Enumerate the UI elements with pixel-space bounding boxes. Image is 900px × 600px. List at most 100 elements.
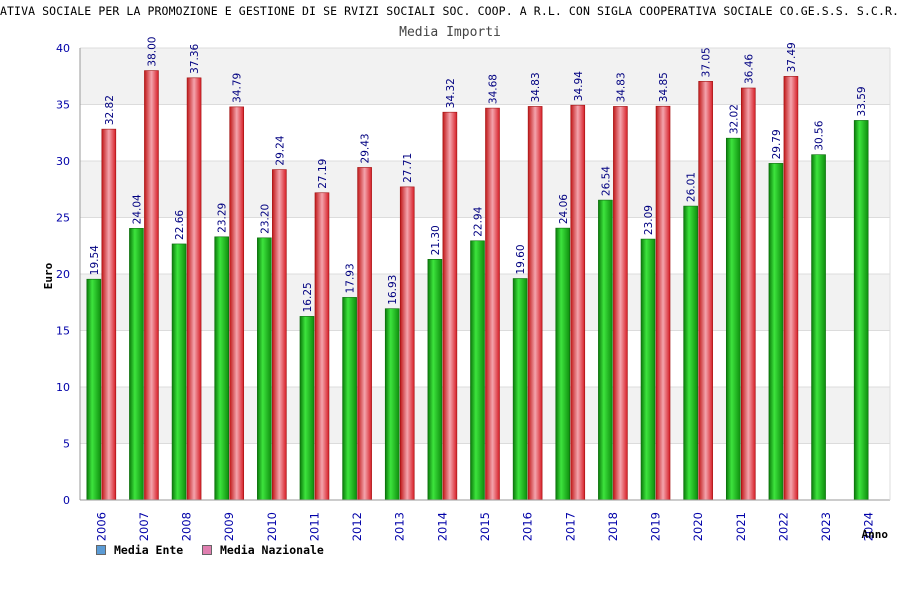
bar-media-nazionale-2017 [570,104,586,501]
data-label-media-nazionale-2022: 37.49 [786,42,798,72]
legend-swatch-media-nazionale [202,545,212,555]
bar-media-ente-2016 [512,278,528,501]
data-label-media-nazionale-2017: 34.94 [573,71,585,101]
bar-media-ente-2018 [598,199,613,501]
bar-media-nazionale-2016 [527,106,543,501]
x-tick-label: 2022 [776,512,790,541]
data-label-media-ente-2015: 22.94 [473,206,485,236]
data-label-media-nazionale-2009: 34.79 [232,73,244,103]
x-tick-label: 2016 [521,512,535,541]
data-label-media-ente-2020: 26.01 [686,172,698,202]
y-tick-label: 30 [56,155,70,168]
data-label-media-nazionale-2007: 38.00 [146,37,158,67]
bar-media-ente-2008 [171,243,187,501]
x-tick-label: 2008 [180,512,194,541]
bar-media-nazionale-2014 [442,111,458,501]
y-tick-label: 25 [56,212,70,225]
bar-media-ente-2007 [129,228,144,501]
bar-media-ente-2022 [768,163,784,501]
bar-media-nazionale-2019 [655,105,671,501]
data-label-media-ente-2013: 16.93 [387,275,399,305]
data-labels-layer: 19.54 32.82 24.04 38.00 22.66 37.36 23.29 34.79… [89,37,868,313]
data-label-media-nazionale-2015: 34.68 [488,74,500,104]
chart-title: ATIVA SOCIALE PER LA PROMOZIONE E GESTIO… [0,4,900,18]
data-label-media-ente-2006: 19.54 [89,245,101,275]
data-label-media-nazionale-2006: 32.82 [104,95,116,125]
bars-layer [86,70,869,501]
bar-media-ente-2020 [683,205,698,501]
data-label-media-nazionale-2018: 34.83 [615,72,627,102]
data-label-media-ente-2017: 24.06 [558,194,570,224]
x-tick-label: 2024 [862,512,876,541]
x-tick-label: 2014 [435,512,449,541]
data-label-media-nazionale-2014: 34.32 [445,78,457,108]
y-axis-title: Euro [42,262,55,289]
bar-media-nazionale-2007 [144,70,159,501]
data-label-media-nazionale-2013: 27.71 [402,153,414,183]
bar-media-ente-2015 [470,240,485,501]
data-label-media-ente-2021: 32.02 [728,104,740,134]
grid-band [80,387,890,444]
data-label-media-nazionale-2016: 34.83 [530,72,542,102]
x-tick-label: 2015 [478,512,492,541]
bar-media-ente-2006 [86,278,102,501]
data-label-media-nazionale-2012: 29.43 [360,133,372,163]
data-label-media-ente-2014: 21.30 [430,225,442,255]
legend-item-media-nazionale: Media Nazionale [202,543,324,557]
bar-media-ente-2009 [214,236,230,501]
bar-media-nazionale-2015 [485,107,500,501]
bar-media-ente-2010 [257,237,272,501]
bar-media-nazionale-2009 [229,106,245,501]
data-label-media-ente-2010: 23.20 [259,204,271,234]
x-tick-label: 2007 [137,512,151,541]
data-label-media-ente-2009: 23.29 [217,203,229,233]
x-tick-label: 2011 [307,512,321,541]
bar-media-ente-2013 [384,308,400,501]
bar-media-ente-2024 [853,120,869,501]
data-label-media-ente-2024: 33.59 [856,86,868,116]
data-label-media-ente-2022: 29.79 [771,129,783,159]
bar-media-nazionale-2020 [698,81,713,501]
data-label-media-nazionale-2019: 34.85 [658,72,670,102]
x-tick-label: 2017 [563,512,577,541]
data-label-media-nazionale-2010: 29.24 [274,135,286,165]
bar-media-nazionale-2006 [101,128,117,501]
x-tick-label: 2013 [393,512,407,541]
x-tick-label: 2021 [734,512,748,541]
legend-label-media-ente: Media Ente [114,543,184,557]
bar-media-ente-2017 [555,227,571,501]
grid-band [80,274,890,331]
data-label-media-ente-2023: 30.56 [814,120,826,150]
bar-media-ente-2014 [427,259,443,501]
chart-subtitle: Media Importi [399,25,501,40]
grid-band [80,161,890,218]
bar-media-ente-2012 [342,297,357,501]
x-tick-label: 2020 [691,512,705,541]
bar-media-nazionale-2021 [740,87,756,501]
legend-label-media-nazionale: Media Nazionale [220,543,324,557]
data-label-media-ente-2007: 24.04 [131,194,143,224]
bar-media-nazionale-2022 [783,76,799,501]
bar-media-nazionale-2013 [399,186,415,501]
data-label-media-ente-2008: 22.66 [174,210,186,240]
data-label-media-nazionale-2011: 27.19 [317,159,329,189]
data-label-media-nazionale-2021: 36.46 [743,54,755,84]
y-tick-label: 20 [56,268,70,281]
y-tick-label: 15 [56,325,70,338]
bar-media-ente-2019 [640,238,656,501]
x-tick-label: 2023 [819,512,833,541]
legend-swatch-media-ente [96,545,106,555]
bar-media-ente-2011 [299,316,315,501]
data-label-media-nazionale-2008: 37.36 [189,43,201,73]
axes-layer: 0 5 10 15 20 25 30 35 40 2006 2007 2008 2009 2010 2011… [42,42,891,541]
legend-item-media-ente: Media Ente [96,543,183,557]
grid-band [80,48,890,105]
data-label-media-ente-2011: 16.25 [302,282,314,312]
y-tick-label: 35 [56,99,70,112]
y-tick-label: 10 [56,381,70,394]
bar-media-nazionale-2010 [272,169,287,501]
x-tick-label: 2019 [649,512,663,541]
y-tick-label: 40 [56,42,70,55]
bar-media-nazionale-2008 [186,77,202,501]
